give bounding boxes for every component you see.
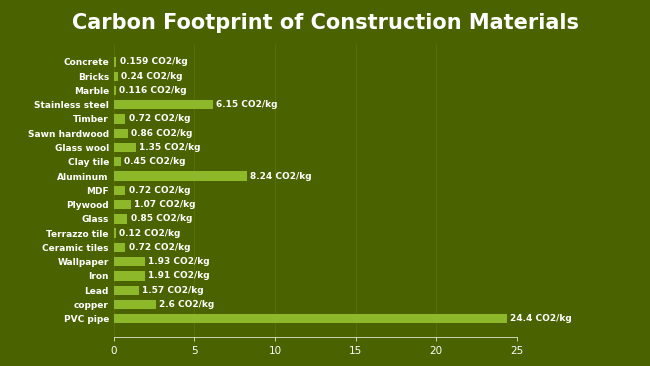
Bar xyxy=(114,214,127,224)
Text: 0.45 CO2/kg: 0.45 CO2/kg xyxy=(124,157,186,166)
Bar xyxy=(114,57,116,67)
Bar xyxy=(114,100,213,109)
Text: 24.4 CO2/kg: 24.4 CO2/kg xyxy=(510,314,572,323)
Text: 0.72 CO2/kg: 0.72 CO2/kg xyxy=(129,186,190,195)
Bar xyxy=(114,157,121,167)
Bar xyxy=(114,285,139,295)
Bar xyxy=(114,128,127,138)
Text: 0.85 CO2/kg: 0.85 CO2/kg xyxy=(131,214,192,223)
Text: Carbon Footprint of Construction Materials: Carbon Footprint of Construction Materia… xyxy=(72,13,578,33)
Bar xyxy=(114,243,125,252)
Bar xyxy=(114,314,507,324)
Text: 8.24 CO2/kg: 8.24 CO2/kg xyxy=(250,172,311,180)
Bar xyxy=(114,257,145,266)
Bar xyxy=(114,143,135,152)
Text: 1.35 CO2/kg: 1.35 CO2/kg xyxy=(138,143,200,152)
Text: 1.57 CO2/kg: 1.57 CO2/kg xyxy=(142,286,204,295)
Bar xyxy=(114,200,131,209)
Bar xyxy=(114,86,116,95)
Text: 0.72 CO2/kg: 0.72 CO2/kg xyxy=(129,115,190,123)
Text: 0.86 CO2/kg: 0.86 CO2/kg xyxy=(131,129,192,138)
Text: 0.24 CO2/kg: 0.24 CO2/kg xyxy=(121,72,183,81)
Text: 1.93 CO2/kg: 1.93 CO2/kg xyxy=(148,257,210,266)
Text: 1.07 CO2/kg: 1.07 CO2/kg xyxy=(134,200,196,209)
Text: 0.116 CO2/kg: 0.116 CO2/kg xyxy=(119,86,187,95)
Bar xyxy=(114,300,155,309)
Bar xyxy=(114,271,144,281)
Text: 2.6 CO2/kg: 2.6 CO2/kg xyxy=(159,300,214,309)
Text: 0.12 CO2/kg: 0.12 CO2/kg xyxy=(119,229,180,238)
Text: 0.72 CO2/kg: 0.72 CO2/kg xyxy=(129,243,190,252)
Bar xyxy=(114,71,118,81)
Text: 6.15 CO2/kg: 6.15 CO2/kg xyxy=(216,100,278,109)
Bar xyxy=(114,228,116,238)
Bar xyxy=(114,186,125,195)
Text: 0.159 CO2/kg: 0.159 CO2/kg xyxy=(120,57,187,66)
Bar xyxy=(114,171,246,181)
Text: 1.91 CO2/kg: 1.91 CO2/kg xyxy=(148,272,209,280)
Bar xyxy=(114,114,125,124)
